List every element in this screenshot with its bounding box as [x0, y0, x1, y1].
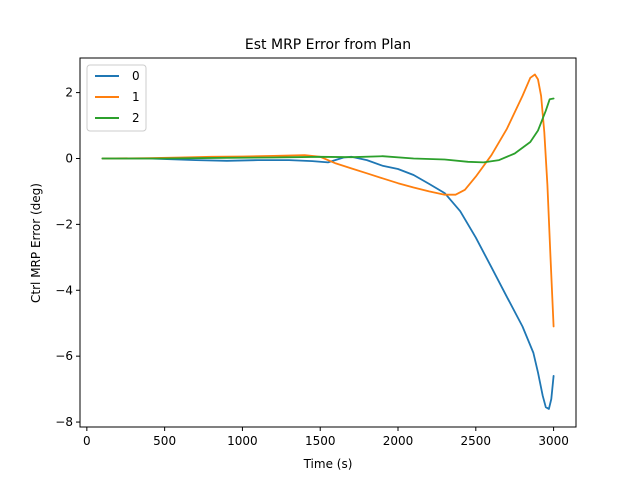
legend-label-1: 1: [132, 90, 140, 104]
legend-label-0: 0: [132, 69, 140, 83]
y-tick-label: −6: [55, 349, 73, 363]
series-line-1: [101, 73, 555, 328]
x-tick-label: 1500: [305, 434, 336, 448]
legend-label-2: 2: [132, 111, 140, 125]
y-tick-label: −2: [55, 217, 73, 231]
chart-title: Est MRP Error from Plan: [245, 37, 411, 53]
y-tick-label: 2: [65, 86, 73, 100]
plot-area: [79, 57, 577, 428]
x-tick-label: 3000: [538, 434, 569, 448]
x-tick-label: 0: [83, 434, 91, 448]
y-tick-label: −4: [55, 283, 73, 297]
x-axis: 0 500 1000 1500 2000 2500 3000: [83, 427, 569, 448]
legend: 0 1 2: [86, 64, 147, 132]
y-axis: −8 −6 −4 −2 0 2: [55, 86, 80, 429]
y-tick-label: 0: [65, 151, 73, 165]
y-axis-label: Ctrl MRP Error (deg): [29, 183, 43, 303]
series-line-2: [101, 97, 555, 164]
x-tick-label: 1000: [227, 434, 258, 448]
x-tick-label: 2500: [461, 434, 492, 448]
plot-frame: [79, 57, 577, 428]
x-axis-label: Time (s): [303, 457, 353, 471]
y-tick-label: −8: [55, 415, 73, 429]
series-line-0: [101, 155, 555, 410]
x-tick-label: 2000: [383, 434, 414, 448]
x-tick-label: 500: [153, 434, 176, 448]
